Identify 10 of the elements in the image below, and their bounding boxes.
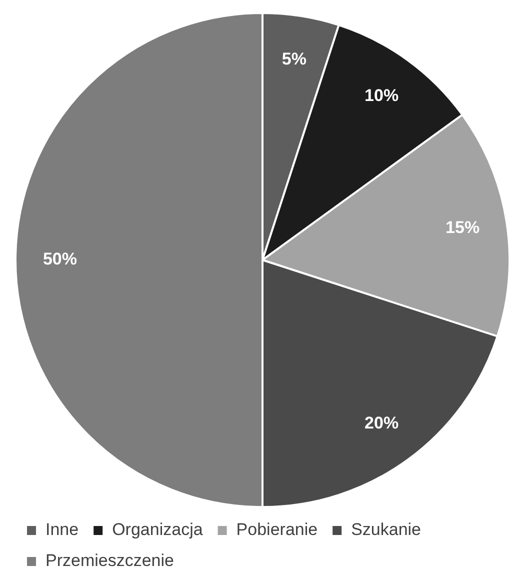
legend-label: Organizacja [112, 520, 204, 540]
data-label: 15% [446, 218, 480, 238]
legend-label: Pobieranie [236, 520, 318, 540]
data-label: 10% [364, 86, 399, 105]
data-label: 20% [364, 414, 399, 433]
legend-label: Inne [46, 520, 79, 540]
data-label: 5% [282, 50, 306, 69]
legend-label: Przemieszczenie [46, 551, 174, 570]
legend-label: Szukanie [351, 520, 422, 540]
data-label: 50% [42, 250, 77, 269]
